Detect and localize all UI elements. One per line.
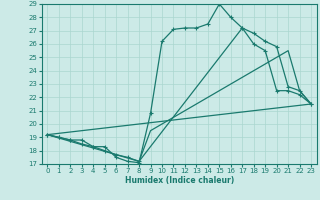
X-axis label: Humidex (Indice chaleur): Humidex (Indice chaleur) — [124, 176, 234, 185]
